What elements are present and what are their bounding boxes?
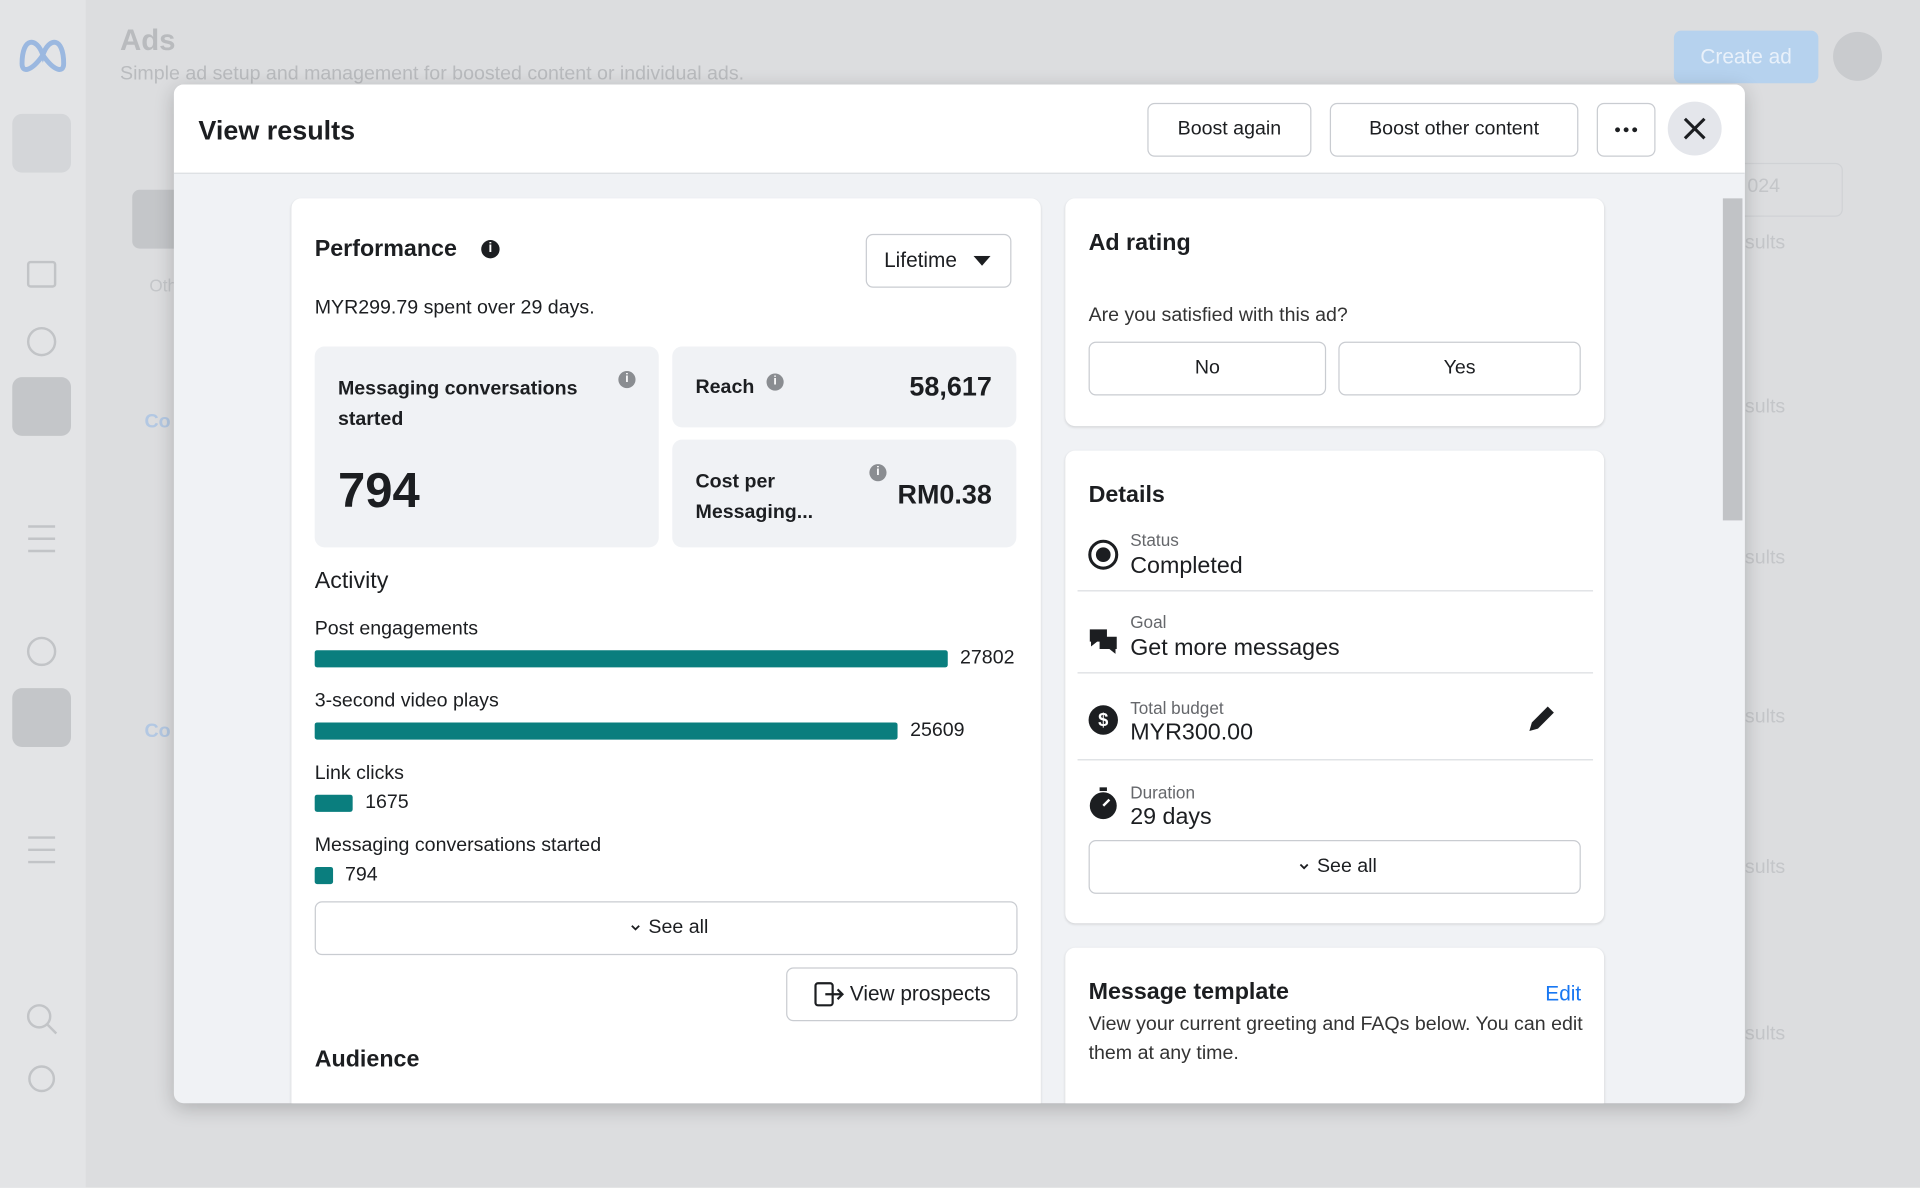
rating-yes-button[interactable]: Yes (1338, 341, 1581, 396)
message-template-title: Message template (1088, 979, 1290, 1006)
boost-again-button[interactable]: Boost again (1147, 102, 1312, 157)
bg-fragment: 024 (1747, 176, 1781, 198)
metric-value: 58,617 (909, 371, 992, 402)
activity-bar (314, 650, 948, 668)
ad-rating-title: Ad rating (1088, 230, 1191, 256)
edit-budget-icon[interactable] (1524, 700, 1561, 737)
activity-label: Link clicks (314, 762, 404, 784)
detail-value: Completed (1130, 553, 1243, 580)
detail-value: MYR300.00 (1130, 720, 1254, 746)
metric-box (672, 439, 1017, 548)
detail-label: Goal (1130, 612, 1167, 632)
spend-amount: MYR299.79 (314, 297, 419, 319)
activity-label: Messaging conversations started (314, 835, 602, 856)
info-icon[interactable]: i (618, 371, 636, 389)
metric-box (314, 346, 659, 548)
message-template-description: View your current greeting and FAQs belo… (1088, 1013, 1583, 1065)
details-see-all-button[interactable]: See all (1088, 840, 1581, 894)
detail-value: Get more messages (1130, 635, 1340, 662)
svg-text:$: $ (1098, 709, 1108, 730)
sidebar (0, 0, 86, 1188)
avatar[interactable] (1833, 31, 1883, 81)
see-all-button[interactable]: See all (314, 901, 1018, 956)
activity-label: Post engagements (314, 618, 479, 640)
performance-title: Performance (314, 236, 457, 263)
bg-fragment: Oth (149, 275, 178, 296)
activity-label: 3-second video plays (314, 690, 499, 712)
sidebar-icons (12, 39, 72, 1093)
spend-summary: MYR299.79 spent over 29 days. (315, 298, 595, 320)
detail-label: Duration (1130, 782, 1196, 803)
activity-bar (314, 866, 333, 885)
detail-label: Status (1130, 530, 1179, 550)
details-title: Details (1088, 482, 1165, 509)
activity-bar (314, 794, 353, 812)
metric-label: Messaging conversations started (337, 378, 578, 430)
activity-value: 27802 (960, 647, 1015, 669)
separator (1077, 672, 1594, 674)
see-all-label: See all (1316, 855, 1377, 877)
more-button[interactable] (1596, 102, 1656, 157)
ad-rating-question: Are you satisfied with this ad? (1088, 304, 1348, 326)
metric-box (672, 346, 1017, 428)
period-dropdown[interactable]: Lifetime (865, 233, 1012, 288)
page-subtitle: Simple ad setup and management for boost… (120, 63, 745, 85)
modal-title: View results (198, 115, 356, 146)
activity-value: 1675 (365, 792, 409, 814)
info-icon[interactable]: i (869, 464, 887, 482)
view-prospects-label: View prospects (849, 982, 991, 1006)
activity-value: 794 (345, 864, 378, 886)
page-title: Ads (120, 24, 176, 58)
view-prospects-button[interactable]: View prospects (786, 967, 1018, 1022)
bg-fragment: sults (1744, 547, 1786, 569)
metric-label: Reach (695, 377, 755, 398)
audience-title: Audience (314, 1046, 420, 1073)
info-icon[interactable]: i (766, 373, 784, 391)
bg-fragment: sults (1744, 706, 1786, 728)
bg-fragment: sults (1744, 232, 1786, 254)
metric-label: Cost per Messaging... (695, 471, 814, 523)
info-icon[interactable]: i (481, 240, 500, 259)
separator (1077, 590, 1594, 592)
bg-fragment: sults (1744, 1023, 1786, 1045)
bg-fragment: Co (144, 411, 171, 433)
metric-value: 794 (337, 464, 420, 518)
spend-duration: 29 days (520, 297, 590, 319)
boost-other-button[interactable]: Boost other content (1329, 102, 1579, 157)
activity-value: 25609 (910, 720, 965, 741)
bg-fragment: sults (1744, 396, 1786, 418)
scrollbar-thumb[interactable] (1722, 198, 1743, 521)
separator (1077, 759, 1594, 761)
activity-title: Activity (314, 568, 389, 594)
spend-connector: spent over (423, 297, 516, 319)
bg-fragment: Co (144, 721, 171, 743)
bg-fragment: sults (1744, 857, 1786, 878)
modal: View results Boost again Boost other con… (173, 84, 1745, 1104)
details-icons: $ (1088, 539, 1119, 820)
rating-no-button[interactable]: No (1088, 341, 1327, 396)
message-template-card (1065, 947, 1605, 1104)
close-button[interactable] (1667, 101, 1722, 156)
metric-value: RM0.38 (897, 478, 992, 510)
activity-bar (314, 722, 898, 740)
see-all-label: See all (648, 917, 709, 938)
detail-value: 29 days (1130, 804, 1212, 831)
spend-suffix: . (589, 297, 595, 319)
edit-link[interactable]: Edit (1545, 982, 1582, 1006)
detail-label: Total budget (1130, 697, 1224, 718)
period-label: Lifetime (884, 248, 957, 272)
create-ad-button[interactable]: Create ad (1673, 30, 1819, 84)
